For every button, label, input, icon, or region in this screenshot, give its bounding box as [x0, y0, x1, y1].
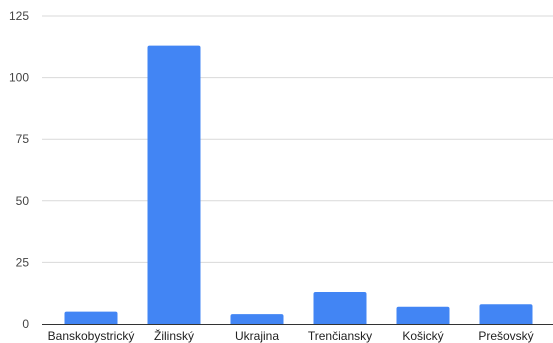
y-tick-label: 75	[16, 132, 30, 146]
bar	[396, 306, 450, 324]
x-category-label: Prešovský	[478, 329, 533, 343]
x-axis-category-labels: Banskobystrický Žilinský Ukrajina Trenčians…	[48, 328, 534, 343]
x-category-label: Košický	[402, 329, 443, 343]
y-tick-label: 50	[16, 194, 30, 208]
x-category-label: Žilinský	[154, 328, 194, 343]
bar	[64, 311, 118, 324]
bar	[147, 45, 201, 325]
y-tick-label: 25	[16, 255, 30, 269]
bar	[313, 291, 367, 324]
y-tick-label: 125	[9, 9, 29, 23]
y-axis-tick-labels: 0 25 50 75 100 125	[9, 9, 29, 331]
bar	[479, 304, 533, 324]
bars	[64, 45, 533, 325]
gridlines	[42, 15, 553, 263]
y-tick-label: 0	[22, 317, 29, 331]
bar	[230, 314, 284, 324]
x-category-label: Ukrajina	[235, 329, 279, 343]
x-category-label: Trenčiansky	[308, 329, 372, 343]
y-tick-label: 100	[9, 71, 29, 85]
x-category-label: Banskobystrický	[48, 329, 135, 343]
